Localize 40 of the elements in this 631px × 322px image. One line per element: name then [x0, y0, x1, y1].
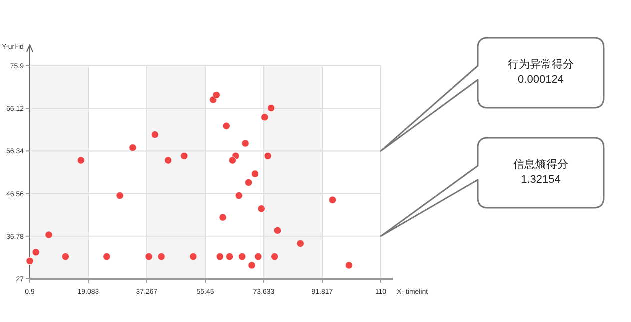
point	[158, 252, 166, 261]
point	[228, 156, 236, 164]
point	[258, 205, 266, 213]
point	[219, 214, 227, 222]
point	[151, 131, 159, 139]
point	[242, 140, 250, 148]
point	[116, 192, 124, 200]
text: 1.32154	[521, 174, 561, 186]
point	[235, 192, 243, 200]
point	[296, 240, 304, 248]
point	[45, 231, 53, 239]
point	[271, 252, 279, 261]
point	[190, 252, 198, 261]
point	[244, 178, 253, 187]
point	[345, 262, 353, 270]
text: 信息熵得分	[514, 158, 568, 171]
point	[238, 252, 246, 261]
point	[129, 144, 137, 152]
point	[103, 252, 111, 261]
point	[164, 156, 172, 164]
text: 行为异常得分	[508, 58, 574, 71]
point	[267, 104, 276, 112]
point	[26, 257, 34, 265]
point	[328, 196, 337, 204]
point	[222, 122, 230, 130]
point	[216, 252, 224, 261]
point	[248, 262, 256, 270]
point	[226, 252, 234, 261]
point	[254, 252, 262, 261]
text: 0.000124	[518, 74, 564, 86]
point	[261, 114, 269, 122]
point	[180, 152, 188, 160]
point	[274, 226, 282, 234]
point	[77, 156, 85, 164]
point	[62, 252, 70, 261]
point	[264, 152, 272, 160]
point	[212, 91, 220, 99]
point	[251, 170, 260, 178]
point	[145, 252, 153, 261]
point	[32, 248, 40, 256]
